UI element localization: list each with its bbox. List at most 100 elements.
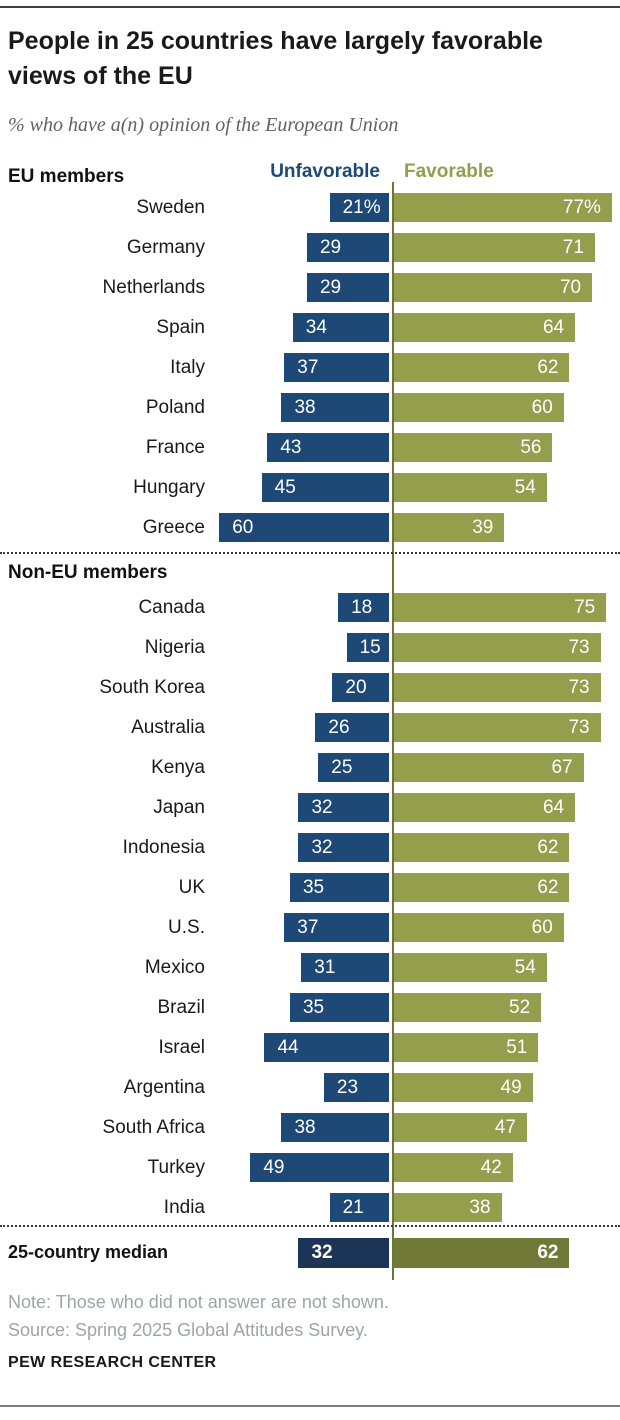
favorable-value: 56 — [520, 437, 542, 458]
unfavorable-value: 32 — [311, 837, 333, 858]
unfavorable-value: 38 — [294, 397, 316, 418]
unfavorable-bar: 45 — [261, 473, 389, 502]
unfavorable-bar: 37 — [284, 353, 389, 382]
unfavorable-value: 15 — [359, 637, 381, 658]
favorable-value: 52 — [509, 997, 531, 1018]
unfavorable-value: 35 — [302, 877, 325, 898]
center-axis-line — [392, 182, 394, 1280]
unfavorable-bar: 31 — [301, 953, 389, 982]
favorable-value: 54 — [514, 477, 536, 498]
favorable-value: 62 — [537, 1242, 559, 1263]
unfavorable-bar: 15 — [346, 633, 389, 662]
unfavorable-bar: 38 — [281, 393, 389, 422]
chart-title: People in 25 countries have largely favo… — [8, 27, 543, 90]
unfavorable-bar: 37 — [284, 913, 389, 942]
country-label: South Korea — [99, 677, 205, 698]
unfavorable-value: 35 — [302, 997, 325, 1018]
favorable-bar: 75 — [394, 593, 607, 622]
favorable-bar: 70 — [394, 273, 593, 302]
favorable-bar: 52 — [394, 993, 542, 1022]
country-label: Poland — [145, 397, 205, 418]
unfavorable-bar: 25 — [318, 753, 389, 782]
unfavorable-value: 25 — [331, 757, 353, 778]
unfavorable-value: 37 — [297, 917, 319, 938]
unfavorable-value: 45 — [274, 477, 296, 498]
favorable-value: 62 — [537, 357, 559, 378]
favorable-value: 39 — [472, 517, 494, 538]
unfavorable-bar: 38 — [281, 1113, 389, 1142]
unfavorable-bar: 32 — [298, 1238, 389, 1268]
favorable-bar: 64 — [394, 793, 576, 822]
favorable-value: 62 — [537, 837, 559, 858]
country-label: Japan — [153, 797, 205, 818]
country-label: Canada — [138, 597, 205, 618]
unfavorable-bar: 29 — [306, 233, 389, 262]
favorable-bar: 54 — [394, 953, 547, 982]
bottom-divider — [0, 1405, 620, 1407]
country-label: Israel — [158, 1037, 205, 1058]
note-line: Note: Those who did not answer are not s… — [8, 1292, 389, 1312]
favorable-bar: 56 — [394, 433, 553, 462]
favorable-value: 60 — [531, 397, 553, 418]
unfavorable-bar: 44 — [264, 1033, 389, 1062]
brand-label: PEW RESEARCH CENTER — [8, 1354, 217, 1371]
favorable-bar: 49 — [394, 1073, 533, 1102]
country-label: France — [145, 437, 205, 458]
unfavorable-bar: 35 — [289, 993, 389, 1022]
favorable-bar: 38 — [394, 1193, 502, 1222]
unfavorable-value: 32 — [311, 1242, 333, 1263]
unfavorable-bar: 20 — [332, 673, 389, 702]
country-label: Nigeria — [144, 637, 205, 658]
favorable-value: 73 — [568, 717, 590, 738]
unfavorable-bar: 21% — [329, 193, 389, 222]
favorable-bar: 60 — [394, 393, 564, 422]
favorable-bar: 62 — [394, 873, 570, 902]
unfavorable-bar: 26 — [315, 713, 389, 742]
footnote-block: Note: Those who did not answer are not s… — [8, 1288, 608, 1344]
favorable-bar: 73 — [394, 633, 601, 662]
unfavorable-bar: 29 — [306, 273, 389, 302]
legend-unfavorable: Unfavorable — [270, 161, 380, 182]
favorable-bar: 47 — [394, 1113, 527, 1142]
favorable-bar: 73 — [394, 713, 601, 742]
unfavorable-value: 31 — [314, 957, 336, 978]
country-label: Sweden — [136, 197, 205, 218]
unfavorable-bar: 32 — [298, 793, 389, 822]
unfavorable-bar: 35 — [289, 873, 389, 902]
unfavorable-value: 49 — [263, 1157, 285, 1178]
unfavorable-bar: 21 — [329, 1193, 389, 1222]
unfavorable-value: 44 — [277, 1037, 299, 1058]
median-divider-dotted — [0, 1225, 620, 1227]
unfavorable-bar: 18 — [338, 593, 389, 622]
favorable-bar: 60 — [394, 913, 564, 942]
favorable-bar: 71 — [394, 233, 595, 262]
favorable-value: 64 — [542, 317, 565, 338]
favorable-value: 73 — [568, 677, 590, 698]
favorable-value: 47 — [494, 1117, 516, 1138]
favorable-bar: 64 — [394, 313, 576, 342]
unfavorable-value: 38 — [294, 1117, 316, 1138]
country-label: Turkey — [147, 1157, 205, 1178]
unfavorable-value: 43 — [280, 437, 302, 458]
country-label: Spain — [156, 317, 205, 338]
country-label: Germany — [126, 237, 205, 258]
country-label: Australia — [131, 717, 205, 738]
unfavorable-value: 29 — [319, 277, 342, 298]
favorable-bar: 62 — [394, 353, 570, 382]
favorable-value: 54 — [514, 957, 536, 978]
country-label: Greece — [142, 517, 205, 538]
country-label: UK — [178, 877, 205, 898]
unfavorable-value: 23 — [336, 1077, 359, 1098]
section-label-eu-members: EU members — [8, 166, 125, 187]
country-label: South Africa — [102, 1117, 205, 1138]
source-line: Source: Spring 2025 Global Attitudes Sur… — [8, 1320, 368, 1340]
unfavorable-value: 21% — [342, 197, 381, 218]
favorable-value: 62 — [537, 877, 559, 898]
favorable-bar: 42 — [394, 1153, 513, 1182]
unfavorable-value: 32 — [311, 797, 333, 818]
unfavorable-value: 60 — [232, 517, 254, 538]
unfavorable-bar: 23 — [323, 1073, 389, 1102]
favorable-value: 60 — [531, 917, 553, 938]
favorable-bar: 73 — [394, 673, 601, 702]
